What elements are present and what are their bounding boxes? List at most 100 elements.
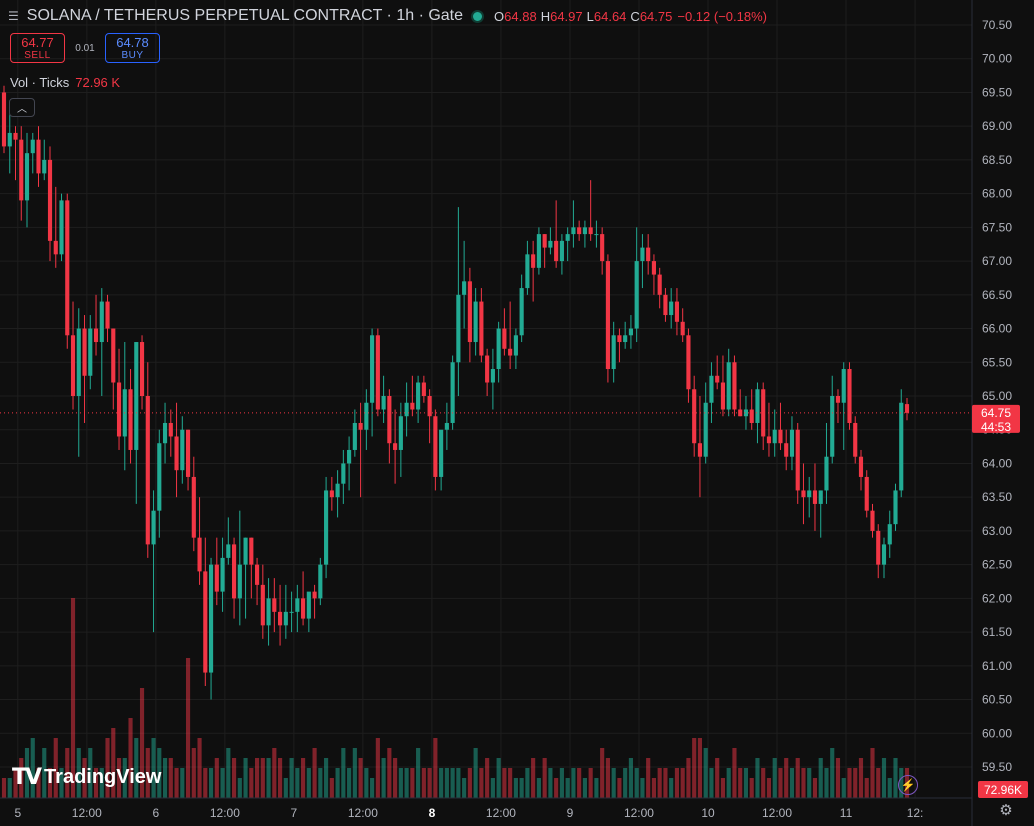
x-tick-label: 12:00 [72,806,102,820]
gear-icon[interactable]: ⚙ [999,802,1013,819]
volume-bar [197,738,202,798]
volume-bar [404,768,409,798]
candle-body [70,335,76,396]
candle-body [692,389,697,444]
volume-bar [749,778,754,798]
candle-body [830,396,835,457]
candle-body [513,335,518,356]
tradingview-logo[interactable]: TV TradingView [12,765,162,790]
price-label: 64.75 44:53 [972,404,1020,434]
candle-body [732,362,737,410]
volume-bar [876,768,881,798]
candle-body [214,564,219,592]
volume-bar [628,758,633,798]
y-tick-label: 60.50 [982,693,1012,707]
volume-bar [231,758,237,798]
open-label: O [494,8,505,24]
candle-body [416,382,421,410]
candle-body [185,429,191,477]
candle-body [772,429,777,444]
chart-header: ☰ SOLANA / TETHERUS PERPETUAL CONTRACT ·… [8,6,767,26]
low-label: L [586,8,594,24]
candle-body [807,490,812,498]
chevron-up-icon[interactable]: ︿ [9,98,35,117]
volume-bar [772,758,777,798]
low-value: 64.64 [593,8,627,24]
volume-bar [462,778,467,798]
volume-bar [1,778,7,798]
lightning-icon[interactable]: ⚡ [898,775,918,795]
candle-body [111,328,116,383]
volume-bar [789,768,795,798]
candle-body [623,335,628,343]
candle-body [93,328,99,343]
volume-bar [778,768,783,798]
candle-body [220,557,225,592]
time-axis[interactable]: 5 12:00 6 12:00 7 12:00 8 12:00 9 12:00 10 12:00 11 1… [0,797,972,820]
candle-body [669,301,674,316]
price-label-countdown: 44:53 [981,420,1011,434]
candle-body [582,227,587,235]
volume-bar [36,768,41,798]
volume-label: 72.96K [978,781,1028,798]
volume-bar [761,768,766,798]
x-tick-label: 7 [291,806,298,820]
candle-body [421,382,426,396]
volume-bar [807,768,812,798]
candle-body [266,598,271,626]
volume-bar [692,738,697,798]
volume-bar [732,748,737,798]
candle-body [450,362,455,423]
volume-bar [151,738,156,798]
volume-bar [893,758,898,798]
volume-bar [657,768,662,798]
volume-bar [387,748,392,798]
volume-bar [249,768,254,798]
volume-bar [237,778,242,798]
candle-body [876,530,881,565]
candle-body [784,443,789,457]
volume-bar [634,768,639,798]
sell-button[interactable]: 64.77 SELL [10,33,65,63]
y-tick-label: 60.00 [982,726,1012,740]
volume-bar [30,738,35,798]
candle-body [151,510,156,545]
volume-bar [766,778,772,798]
candles [1,85,910,700]
volume-bar [99,768,104,798]
spread-value: 0.01 [75,42,95,54]
candle-body [749,409,754,423]
volume-bar [7,778,12,798]
volume-bar [640,778,645,798]
buy-button[interactable]: 64.78 BUY [105,33,160,63]
candle-body [318,564,323,599]
volume-bar [433,738,438,798]
candle-body [237,564,242,599]
volume-bar [139,688,145,798]
volume-bar [669,778,674,798]
volume-bar [111,728,116,798]
volume-bar [818,758,823,798]
volume-legend[interactable]: Vol · Ticks 72.96 K [10,75,120,90]
y-tick-label: 70.50 [982,18,1012,32]
volume-bar [278,758,283,798]
price-axis[interactable]: 70.50 70.00 69.50 69.00 68.50 68.00 67.50 67.00… [971,0,1012,826]
candle-body [881,544,887,565]
candle-body [375,335,380,410]
candle-body [571,227,576,235]
hamburger-icon[interactable]: ☰ [8,9,19,23]
y-tick-label: 66.50 [982,288,1012,302]
candle-body [139,342,145,396]
x-tick-label: 12:00 [348,806,378,820]
candle-body [818,490,823,504]
symbol-title[interactable]: SOLANA / TETHERUS PERPETUAL CONTRACT · 1… [26,7,464,24]
close-value: 64.75 [639,8,673,24]
x-tick-label: 9 [567,806,574,820]
volume-bar [381,758,386,798]
volume-bar [881,758,887,798]
volume-bar [19,758,24,798]
candle-body [858,456,864,477]
volume-bar [450,768,455,798]
volume-bar [870,748,875,798]
